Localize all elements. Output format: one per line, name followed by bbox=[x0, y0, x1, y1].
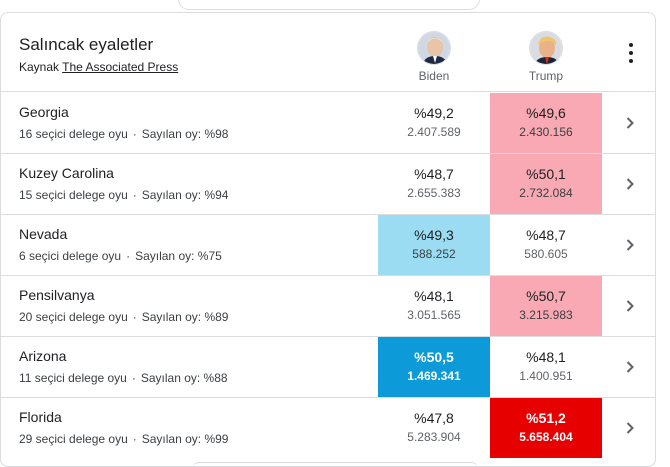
source-line: Kaynak The Associated Press bbox=[19, 60, 178, 74]
biden-percent: %48,1 bbox=[414, 288, 454, 304]
swing-states-card: Salıncak eyaletler Kaynak The Associated… bbox=[0, 12, 656, 467]
search-bar-edge bbox=[178, 0, 480, 10]
trump-votes: 5.658.404 bbox=[519, 430, 573, 444]
biden-percent: %49,2 bbox=[414, 105, 454, 121]
chevron-right-icon[interactable] bbox=[620, 296, 640, 316]
card-title: Salıncak eyaletler bbox=[19, 35, 154, 54]
biden-result-cell: %50,5 1.469.341 bbox=[378, 337, 490, 397]
state-name: Nevada bbox=[19, 226, 68, 242]
source-link[interactable]: The Associated Press bbox=[62, 60, 179, 74]
state-row[interactable]: Arizona 11 seçici delege oyu · Sayılan oy:… bbox=[1, 337, 655, 398]
state-row[interactable]: Kuzey Carolina 15 seçici delege oyu · Sayı… bbox=[1, 154, 655, 215]
counted-votes: Sayılan oy: %75 bbox=[135, 249, 222, 263]
electoral-votes: 29 seçici delege oyu bbox=[19, 432, 128, 446]
biden-result-cell: %49,2 2.407.589 bbox=[378, 93, 490, 153]
trump-percent: %48,1 bbox=[526, 349, 566, 365]
state-meta: 16 seçici delege oyu · Sayılan oy: %98 bbox=[19, 127, 229, 141]
biden-percent: %48,7 bbox=[414, 166, 454, 182]
trump-percent: %49,6 bbox=[526, 105, 566, 121]
counted-votes: Sayılan oy: %94 bbox=[141, 188, 229, 202]
state-name: Georgia bbox=[19, 104, 69, 120]
electoral-votes: 15 seçici delege oyu bbox=[19, 188, 128, 202]
state-meta: 11 seçici delege oyu · Sayılan oy: %88 bbox=[19, 371, 228, 385]
state-row[interactable]: Pensilvanya 20 seçici delege oyu · Sayılan… bbox=[1, 276, 655, 337]
state-name: Pensilvanya bbox=[19, 287, 95, 303]
biden-votes: 2.407.589 bbox=[407, 125, 461, 139]
trump-percent: %50,1 bbox=[526, 166, 566, 182]
trump-votes: 580.605 bbox=[524, 247, 568, 261]
trump-result-cell: %49,6 2.430.156 bbox=[490, 93, 602, 153]
state-meta: 15 seçici delege oyu · Sayılan oy: %94 bbox=[19, 188, 229, 202]
chevron-right-icon[interactable] bbox=[620, 235, 640, 255]
candidate-name: Biden bbox=[418, 69, 450, 83]
state-meta: 20 seçici delege oyu · Sayılan oy: %89 bbox=[19, 310, 229, 324]
source-prefix: Kaynak bbox=[19, 60, 60, 74]
trump-votes: 1.400.951 bbox=[519, 369, 573, 383]
state-row[interactable]: Florida 29 seçici delege oyu · Sayılan oy:… bbox=[1, 398, 655, 459]
biden-result-cell: %48,1 3.051.565 bbox=[378, 276, 490, 336]
chevron-right-icon[interactable] bbox=[620, 174, 640, 194]
counted-votes: Sayılan oy: %89 bbox=[141, 310, 229, 324]
trump-percent: %51,2 bbox=[526, 410, 566, 426]
biden-votes: 2.655.383 bbox=[407, 186, 461, 200]
trump-percent: %50,7 bbox=[526, 288, 566, 304]
electoral-votes: 6 seçici delege oyu bbox=[19, 249, 122, 263]
counted-votes: Sayılan oy: %99 bbox=[141, 432, 229, 446]
state-row[interactable]: Georgia 16 seçici delege oyu · Sayılan oy:… bbox=[1, 93, 655, 154]
trump-result-cell: %48,1 1.400.951 bbox=[490, 337, 602, 397]
candidate-name: Trump bbox=[528, 69, 564, 83]
trump-votes: 2.430.156 bbox=[519, 125, 573, 139]
biden-votes: 3.051.565 bbox=[407, 308, 461, 322]
electoral-votes: 20 seçici delege oyu bbox=[19, 310, 128, 324]
trump-votes: 2.732.084 bbox=[519, 186, 573, 200]
state-name: Arizona bbox=[19, 348, 67, 364]
biden-result-cell: %47,8 5.283.904 bbox=[378, 398, 490, 458]
state-row[interactable]: Nevada 6 seçici delege oyu · Sayılan oy: %… bbox=[1, 215, 655, 276]
candidate-biden: Biden bbox=[404, 31, 464, 83]
counted-votes: Sayılan oy: %98 bbox=[141, 127, 229, 141]
trump-result-cell: %51,2 5.658.404 bbox=[490, 398, 602, 458]
biden-percent: %49,3 bbox=[414, 227, 454, 243]
trump-avatar bbox=[529, 31, 563, 65]
trump-result-cell: %48,7 580.605 bbox=[490, 215, 602, 275]
chevron-right-icon[interactable] bbox=[620, 418, 640, 438]
biden-votes: 588.252 bbox=[412, 247, 456, 261]
trump-votes: 3.215.983 bbox=[519, 308, 573, 322]
electoral-votes: 16 seçici delege oyu bbox=[19, 127, 128, 141]
state-meta: 6 seçici delege oyu · Sayılan oy: %75 bbox=[19, 249, 222, 263]
more-vert-icon[interactable] bbox=[623, 43, 639, 63]
state-meta: 29 seçici delege oyu · Sayılan oy: %99 bbox=[19, 432, 229, 446]
biden-result-cell: %49,3 588.252 bbox=[378, 215, 490, 275]
chevron-right-icon[interactable] bbox=[620, 113, 640, 133]
state-name: Kuzey Carolina bbox=[19, 165, 114, 181]
biden-percent: %47,8 bbox=[414, 410, 454, 426]
biden-votes: 1.469.341 bbox=[407, 369, 461, 383]
trump-percent: %48,7 bbox=[526, 227, 566, 243]
biden-votes: 5.283.904 bbox=[407, 430, 461, 444]
next-card-edge bbox=[192, 462, 478, 467]
biden-result-cell: %48,7 2.655.383 bbox=[378, 154, 490, 214]
biden-percent: %50,5 bbox=[414, 349, 454, 365]
electoral-votes: 11 seçici delege oyu bbox=[19, 371, 127, 385]
trump-result-cell: %50,1 2.732.084 bbox=[490, 154, 602, 214]
counted-votes: Sayılan oy: %88 bbox=[140, 371, 228, 385]
biden-avatar bbox=[417, 31, 451, 65]
state-name: Florida bbox=[19, 409, 62, 425]
trump-result-cell: %50,7 3.215.983 bbox=[490, 276, 602, 336]
candidate-trump: Trump bbox=[516, 31, 576, 83]
chevron-right-icon[interactable] bbox=[620, 357, 640, 377]
card-header: Salıncak eyaletler Kaynak The Associated… bbox=[1, 13, 655, 92]
